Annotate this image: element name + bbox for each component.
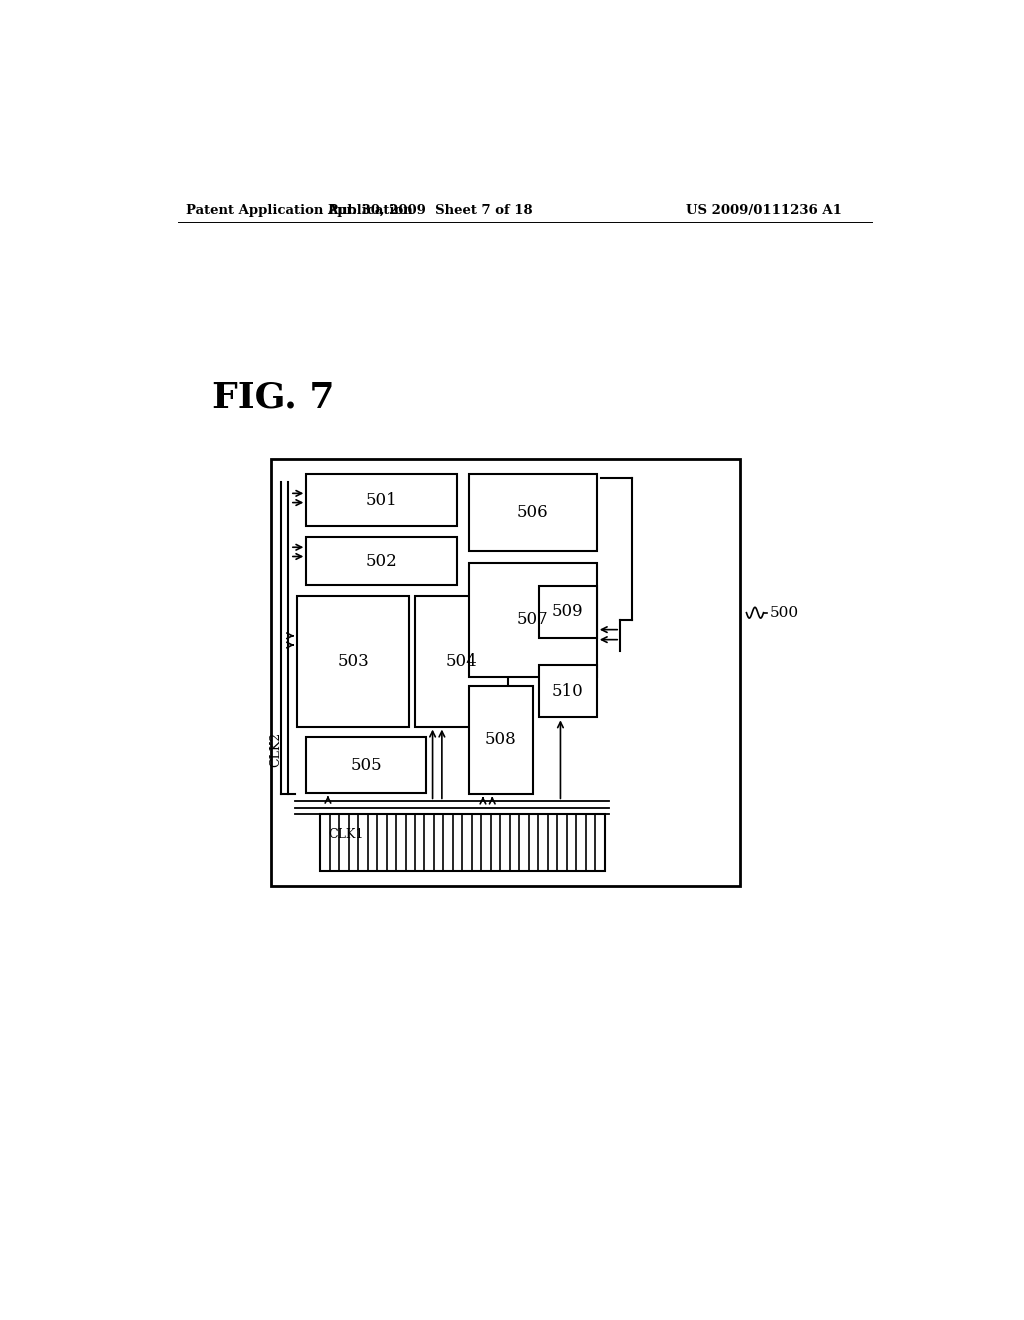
Text: 508: 508: [485, 731, 517, 748]
Text: 502: 502: [366, 553, 397, 570]
Text: 510: 510: [552, 682, 584, 700]
Bar: [306, 537, 458, 585]
Bar: [469, 562, 597, 677]
Bar: [539, 665, 597, 718]
Bar: [306, 474, 458, 527]
Text: 506: 506: [517, 504, 549, 521]
Bar: [321, 813, 604, 871]
Bar: [306, 738, 426, 793]
Bar: [469, 686, 532, 793]
Text: Apr. 30, 2009  Sheet 7 of 18: Apr. 30, 2009 Sheet 7 of 18: [328, 205, 534, 218]
Text: Patent Application Publication: Patent Application Publication: [186, 205, 413, 218]
Text: CLK1: CLK1: [328, 829, 364, 841]
Text: 509: 509: [552, 603, 584, 620]
Text: 507: 507: [517, 611, 549, 628]
Bar: [415, 595, 508, 726]
Text: 505: 505: [350, 756, 382, 774]
Bar: [271, 459, 740, 886]
Text: US 2009/0111236 A1: US 2009/0111236 A1: [685, 205, 842, 218]
Text: 503: 503: [337, 652, 369, 669]
Bar: [469, 474, 597, 552]
Text: 504: 504: [445, 652, 477, 669]
Bar: [539, 586, 597, 638]
Text: 501: 501: [366, 492, 397, 508]
Text: FIG. 7: FIG. 7: [212, 380, 334, 414]
Text: CLK2: CLK2: [268, 731, 282, 767]
Bar: [297, 595, 410, 726]
Text: 500: 500: [770, 606, 799, 619]
